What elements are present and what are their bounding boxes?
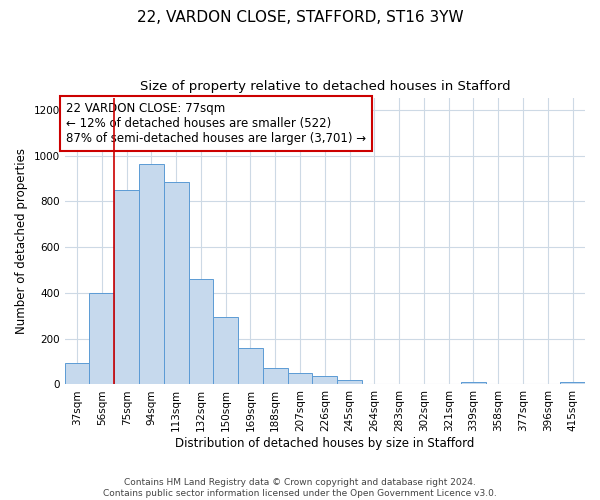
Bar — [139, 164, 164, 384]
Bar — [287, 373, 313, 384]
Bar — [164, 182, 188, 384]
Bar — [337, 380, 362, 384]
Bar — [89, 293, 114, 384]
Bar — [560, 382, 585, 384]
Bar — [188, 279, 214, 384]
Bar — [114, 190, 139, 384]
Text: 22, VARDON CLOSE, STAFFORD, ST16 3YW: 22, VARDON CLOSE, STAFFORD, ST16 3YW — [137, 10, 463, 25]
Bar — [238, 348, 263, 385]
Y-axis label: Number of detached properties: Number of detached properties — [15, 148, 28, 334]
Bar — [214, 317, 238, 384]
X-axis label: Distribution of detached houses by size in Stafford: Distribution of detached houses by size … — [175, 437, 475, 450]
Bar — [313, 376, 337, 384]
Text: 22 VARDON CLOSE: 77sqm
← 12% of detached houses are smaller (522)
87% of semi-de: 22 VARDON CLOSE: 77sqm ← 12% of detached… — [66, 102, 366, 145]
Bar — [65, 362, 89, 384]
Text: Contains HM Land Registry data © Crown copyright and database right 2024.
Contai: Contains HM Land Registry data © Crown c… — [103, 478, 497, 498]
Title: Size of property relative to detached houses in Stafford: Size of property relative to detached ho… — [140, 80, 510, 93]
Bar — [461, 382, 486, 384]
Bar — [263, 368, 287, 384]
